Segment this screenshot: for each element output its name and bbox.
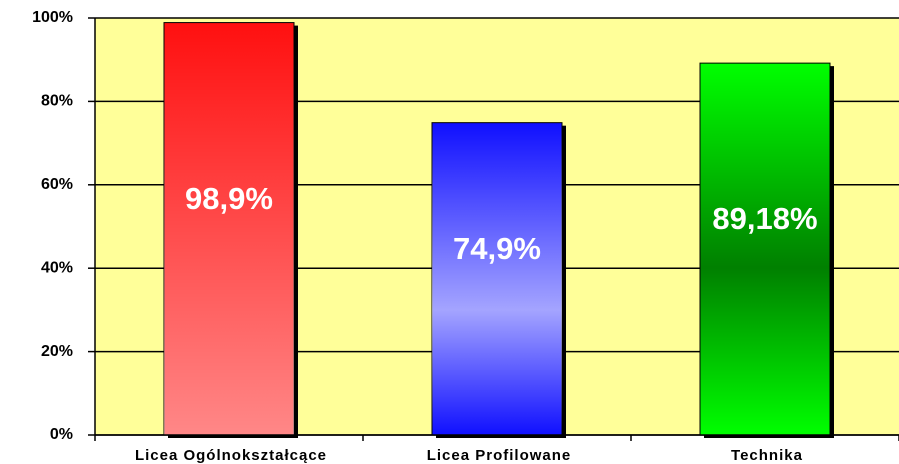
x-tick-label: Technika (731, 447, 803, 464)
y-tick-label: 100% (32, 9, 73, 26)
value-label: 89,18% (712, 201, 817, 236)
y-tick-label: 0% (50, 426, 73, 443)
value-label: 74,9% (453, 231, 541, 266)
bar-shade (432, 122, 562, 436)
y-tick-label: 60% (41, 176, 73, 193)
bar-shade (164, 22, 294, 435)
y-tick-label: 40% (41, 259, 73, 276)
y-tick-label: 20% (41, 343, 73, 360)
y-tick-label: 80% (41, 93, 73, 110)
value-label: 98,9% (185, 181, 273, 216)
bar-shade (700, 63, 830, 436)
x-tick-label: Licea Ogólnokształcące (135, 447, 327, 464)
x-tick-label: Licea Profilowane (427, 447, 572, 464)
